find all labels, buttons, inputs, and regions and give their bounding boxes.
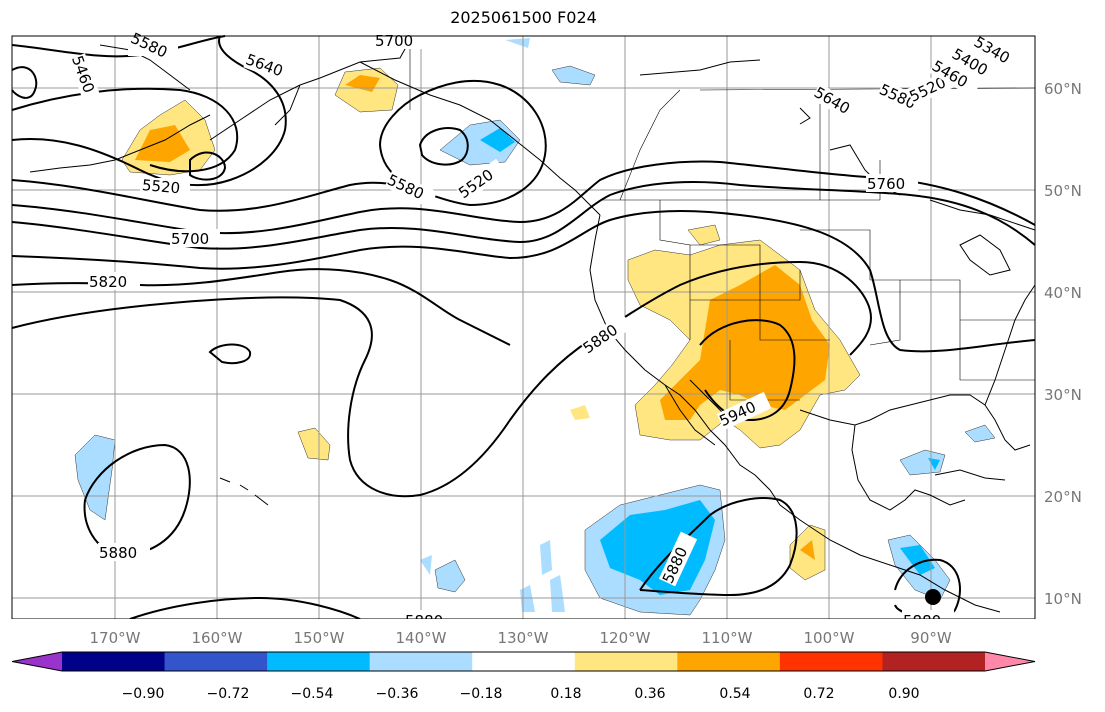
lat-label: 30°N (1044, 386, 1082, 404)
lat-label: 20°N (1044, 488, 1082, 506)
colorbar-segment (779, 652, 883, 671)
colorbar-tick-label: −0.90 (122, 686, 165, 702)
lon-label: 130°W (498, 629, 549, 647)
lat-label: 10°N (1044, 590, 1082, 608)
lat-label: 60°N (1044, 80, 1082, 98)
lon-label: 110°W (702, 629, 753, 647)
colorbar-tick-label: 0.36 (634, 686, 665, 702)
storm-marker-icon (925, 589, 941, 605)
contour-label: 5700 (375, 32, 413, 50)
colorbar-segment (472, 652, 576, 671)
colorbar-tick-label: −0.72 (207, 686, 250, 702)
colorbar-segment (369, 652, 473, 671)
contour-label: 5700 (171, 230, 209, 248)
contour-label: 5760 (867, 175, 905, 193)
map-title: 2025061500 F024 (450, 8, 597, 27)
graticule (12, 36, 1035, 619)
colorbar-segment (882, 652, 986, 671)
colorbar-tick-label: −0.36 (376, 686, 419, 702)
colorbar (11, 651, 1036, 672)
colorbar-extend-low (12, 652, 62, 671)
colorbar-labels: −0.90 −0.72 −0.54 −0.36 −0.18 0.18 0.36 … (122, 686, 920, 702)
colorbar-tick-label: 0.54 (719, 686, 750, 702)
lon-label: 90°W (910, 629, 952, 647)
colorbar-tick-label: 0.18 (550, 686, 581, 702)
longitude-labels: 170°W 160°W 150°W 140°W 130°W 120°W 110°… (90, 629, 952, 647)
colorbar-segment (677, 652, 781, 671)
colorbar-segment (267, 652, 371, 671)
colorbar-tick-label: −0.54 (291, 686, 334, 702)
colorbar-extend-high (985, 652, 1035, 671)
lat-label: 50°N (1044, 182, 1082, 200)
lon-label: 120°W (600, 629, 651, 647)
latitude-labels: 60°N 50°N 40°N 30°N 20°N 10°N (1044, 80, 1082, 608)
colorbar-segment (164, 652, 268, 671)
contour-label: 5880 (99, 544, 137, 562)
colorbar-outline (11, 651, 1036, 672)
height-contours (11, 35, 1036, 620)
lon-label: 170°W (90, 629, 141, 647)
lon-label: 140°W (396, 629, 447, 647)
colorbar-tick-label: 0.72 (803, 686, 834, 702)
colorbar-tick-label: 0.90 (888, 686, 919, 702)
coastlines (29, 39, 1036, 613)
lon-label: 100°W (804, 629, 855, 647)
lat-label: 40°N (1044, 284, 1082, 302)
contour-label: 5520 (141, 176, 181, 197)
lon-label: 160°W (192, 629, 243, 647)
lon-label: 150°W (294, 629, 345, 647)
colorbar-segment (62, 652, 166, 671)
contour-label: 5820 (89, 273, 127, 291)
colorbar-segment (574, 652, 678, 671)
colorbar-tick-label: −0.18 (460, 686, 503, 702)
